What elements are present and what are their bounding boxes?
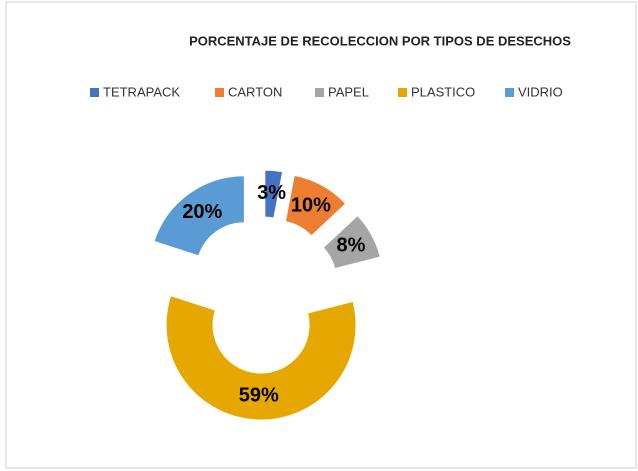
doughnut-slice	[165, 294, 357, 421]
legend-label: VIDRIO	[518, 84, 563, 99]
chart-title: PORCENTAJE DE RECOLECCION POR TIPOS DE D…	[189, 33, 571, 48]
doughnut-slice	[322, 214, 381, 270]
data-label: 8%	[336, 234, 365, 256]
legend-swatch	[505, 88, 514, 97]
data-label: 10%	[291, 194, 331, 216]
legend-swatch	[398, 88, 407, 97]
legend-swatch	[90, 88, 99, 97]
doughnut-slice	[264, 169, 284, 219]
legend-label: PAPEL	[328, 84, 369, 99]
legend-label: TETRAPACK	[103, 84, 180, 99]
legend-swatch	[215, 88, 224, 97]
data-label: 20%	[182, 201, 222, 223]
doughnut-slice	[284, 174, 347, 237]
legend-label: PLASTICO	[411, 84, 475, 99]
data-label: 3%	[257, 182, 286, 204]
doughnut-slice	[153, 175, 245, 257]
legend-swatch	[315, 88, 324, 97]
data-label: 59%	[239, 385, 279, 407]
legend-label: CARTON	[228, 84, 282, 99]
